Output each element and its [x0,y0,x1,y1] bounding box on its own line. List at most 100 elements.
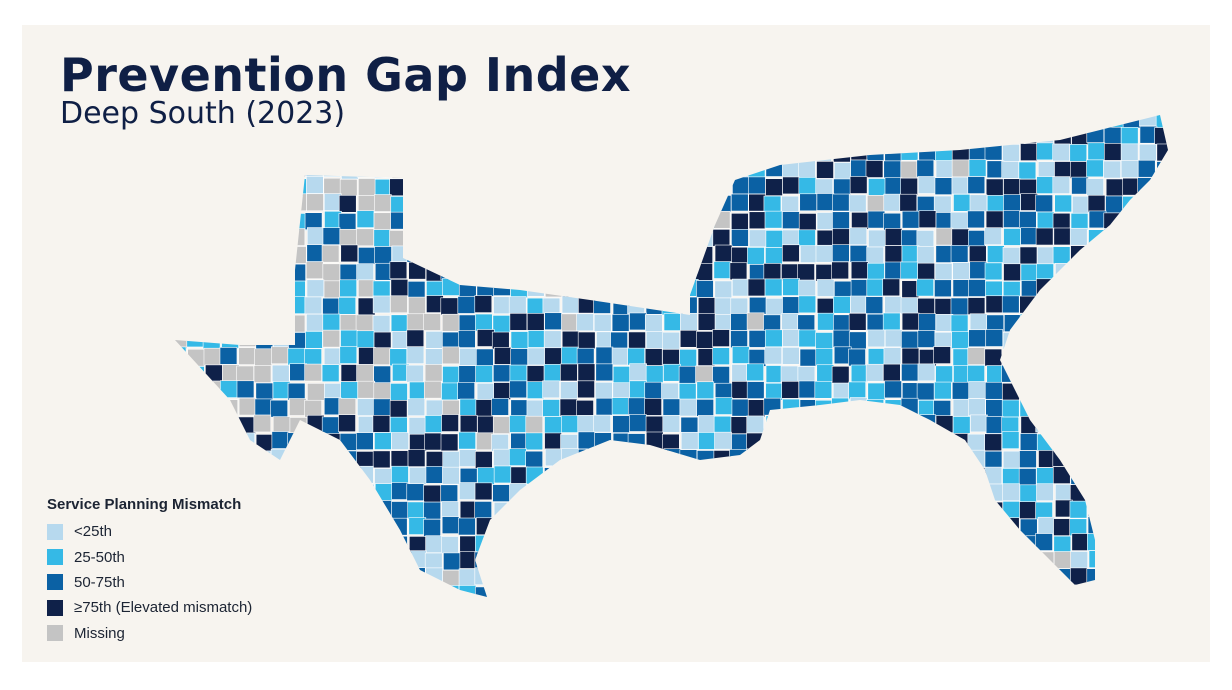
county-cell [441,501,459,519]
county-cell [475,212,494,231]
county-cell [238,448,257,467]
county-cell [441,313,460,332]
county-cell [525,195,544,213]
county-cell [1055,484,1073,502]
county-cell [253,229,272,248]
county-cell [780,431,799,449]
county-cell [477,467,495,485]
county-cell [323,433,342,451]
county-cell [560,516,579,534]
county-cell [323,347,342,366]
county-cell [695,246,713,264]
county-cell [1105,195,1123,214]
county-cell [287,568,306,587]
county-cell [986,569,1004,588]
county-cell [866,278,885,297]
county-cell [1154,229,1168,247]
county-cell [746,568,765,587]
county-cell [713,450,732,468]
county-cell [1155,212,1168,231]
county-cell [1037,330,1055,348]
county-cell [696,144,715,163]
county-cell [730,125,748,144]
legend-item: 25-50th [47,544,252,569]
county-cell [175,263,189,282]
county-cell [1035,569,1053,587]
county-cell [1052,143,1070,162]
county-cell [780,468,799,486]
county-cell [593,314,612,332]
county-cell [1053,551,1072,569]
county-cell [1069,144,1088,162]
county-cell [219,279,238,297]
county-cell [290,465,308,484]
county-cell [577,115,595,128]
county-cell [866,450,884,469]
county-cell [883,416,902,435]
county-cell [576,465,594,484]
county-cell [627,296,645,315]
county-cell [255,382,274,401]
county-cell [730,193,749,212]
county-cell [730,416,749,434]
county-cell [175,228,187,247]
county-cell [628,331,646,350]
county-cell [374,194,392,212]
county-cell [1103,315,1122,333]
county-cell [576,313,594,332]
county-cell [593,450,612,469]
county-cell [187,228,205,246]
county-cell [610,331,628,350]
county-cell [358,347,376,365]
county-cell [1001,295,1020,314]
county-cell [237,246,256,264]
county-cell [917,330,936,348]
county-cell [270,483,289,501]
county-cell [1104,431,1123,450]
county-cell [307,383,325,401]
county-cell [644,211,662,230]
county-cell [254,348,272,367]
county-cell [1071,115,1090,127]
county-cell [1036,483,1054,502]
county-cell [1173,109,1190,126]
county-cell [425,144,443,162]
county-cell [542,262,561,281]
county-cell [612,484,631,502]
county-cell [253,501,271,519]
county-cell [799,399,818,417]
county-cell [1086,295,1105,313]
county-cell [815,332,833,350]
county-cell [782,176,800,195]
county-cell [1104,246,1123,265]
county-cell [440,160,459,179]
county-cell [781,586,799,597]
county-cell [967,551,986,570]
county-cell [832,329,851,348]
county-cell [253,484,272,503]
county-cell [849,415,868,434]
county-cell [986,195,1005,213]
county-cell [1120,552,1138,570]
county-cell [627,552,646,570]
county-cell [425,567,443,586]
county-cell [866,399,885,417]
county-cell [967,586,986,597]
county-cell [1174,467,1191,484]
county-cell [1070,467,1089,485]
county-cell [680,195,699,214]
county-cell [255,159,274,178]
county-cell [798,518,816,537]
county-cell [867,551,886,570]
county-cell [476,279,495,297]
county-cell [593,484,611,502]
county-cell [968,329,987,348]
county-cell [288,263,306,282]
county-cell [679,296,698,315]
county-cell [663,195,681,214]
county-cell [219,467,238,485]
county-cell [1104,143,1122,161]
county-cell [339,450,358,469]
county-cell [798,484,816,503]
county-cell [883,431,901,450]
